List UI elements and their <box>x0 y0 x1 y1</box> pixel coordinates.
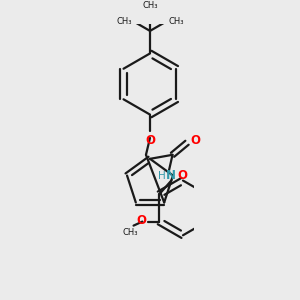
Text: N: N <box>166 169 176 182</box>
Text: CH₃: CH₃ <box>168 17 184 26</box>
Text: O: O <box>177 169 188 182</box>
Text: CH₃: CH₃ <box>123 228 138 237</box>
Text: O: O <box>136 214 146 227</box>
Text: O: O <box>145 134 155 147</box>
Text: H: H <box>158 171 166 181</box>
Text: CH₃: CH₃ <box>116 17 132 26</box>
Text: O: O <box>190 134 200 147</box>
Text: CH₃: CH₃ <box>142 1 158 10</box>
